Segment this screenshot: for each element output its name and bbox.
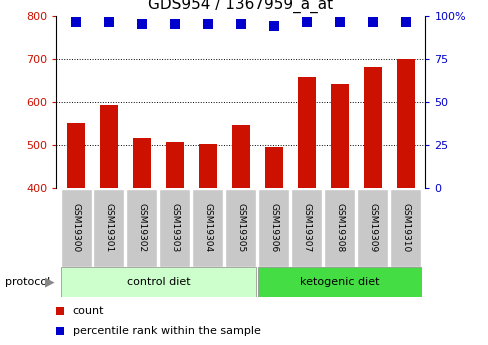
Bar [192,189,223,267]
Point [236,21,244,27]
Bar [61,267,256,297]
Point [368,20,376,25]
Bar [258,267,420,297]
Bar [100,105,118,188]
Bar [67,123,85,188]
Bar [324,189,354,267]
Bar [225,189,256,267]
Bar [165,142,183,188]
Bar [330,83,348,188]
Text: GSM19301: GSM19301 [104,203,113,252]
Point [138,21,145,27]
Bar [61,189,91,267]
Text: GSM19300: GSM19300 [71,203,81,252]
Text: protocol: protocol [5,277,50,287]
Point [171,21,179,27]
Point [203,21,211,27]
Text: GSM19305: GSM19305 [236,203,245,252]
Text: ▶: ▶ [45,276,55,288]
Text: GSM19304: GSM19304 [203,203,212,252]
Point [335,20,343,25]
Bar [93,189,124,267]
Point [105,20,113,25]
Bar [291,189,322,267]
Bar [258,189,289,267]
Point [401,20,409,25]
Bar [264,148,282,188]
Text: GSM19307: GSM19307 [302,203,311,252]
Text: ketogenic diet: ketogenic diet [299,277,379,287]
Point [270,36,278,41]
Bar [363,67,381,188]
Text: GSM19309: GSM19309 [367,203,376,252]
Bar [159,189,190,267]
Text: percentile rank within the sample: percentile rank within the sample [73,326,260,336]
Text: count: count [73,306,104,315]
Bar [389,189,420,267]
Title: GDS954 / 1367959_a_at: GDS954 / 1367959_a_at [148,0,333,13]
Bar [199,144,217,188]
Text: GSM19310: GSM19310 [400,203,409,252]
Bar [231,125,249,188]
Point [269,23,277,29]
Bar [396,59,414,188]
Text: GSM19302: GSM19302 [137,203,146,252]
Text: GSM19306: GSM19306 [269,203,278,252]
Bar [356,189,387,267]
Point [302,20,310,25]
Bar [297,77,315,188]
Bar [133,138,151,188]
Text: GSM19303: GSM19303 [170,203,179,252]
Point [72,20,80,25]
Text: control diet: control diet [126,277,190,287]
Point [270,224,278,229]
Bar [126,189,157,267]
Text: GSM19308: GSM19308 [335,203,344,252]
